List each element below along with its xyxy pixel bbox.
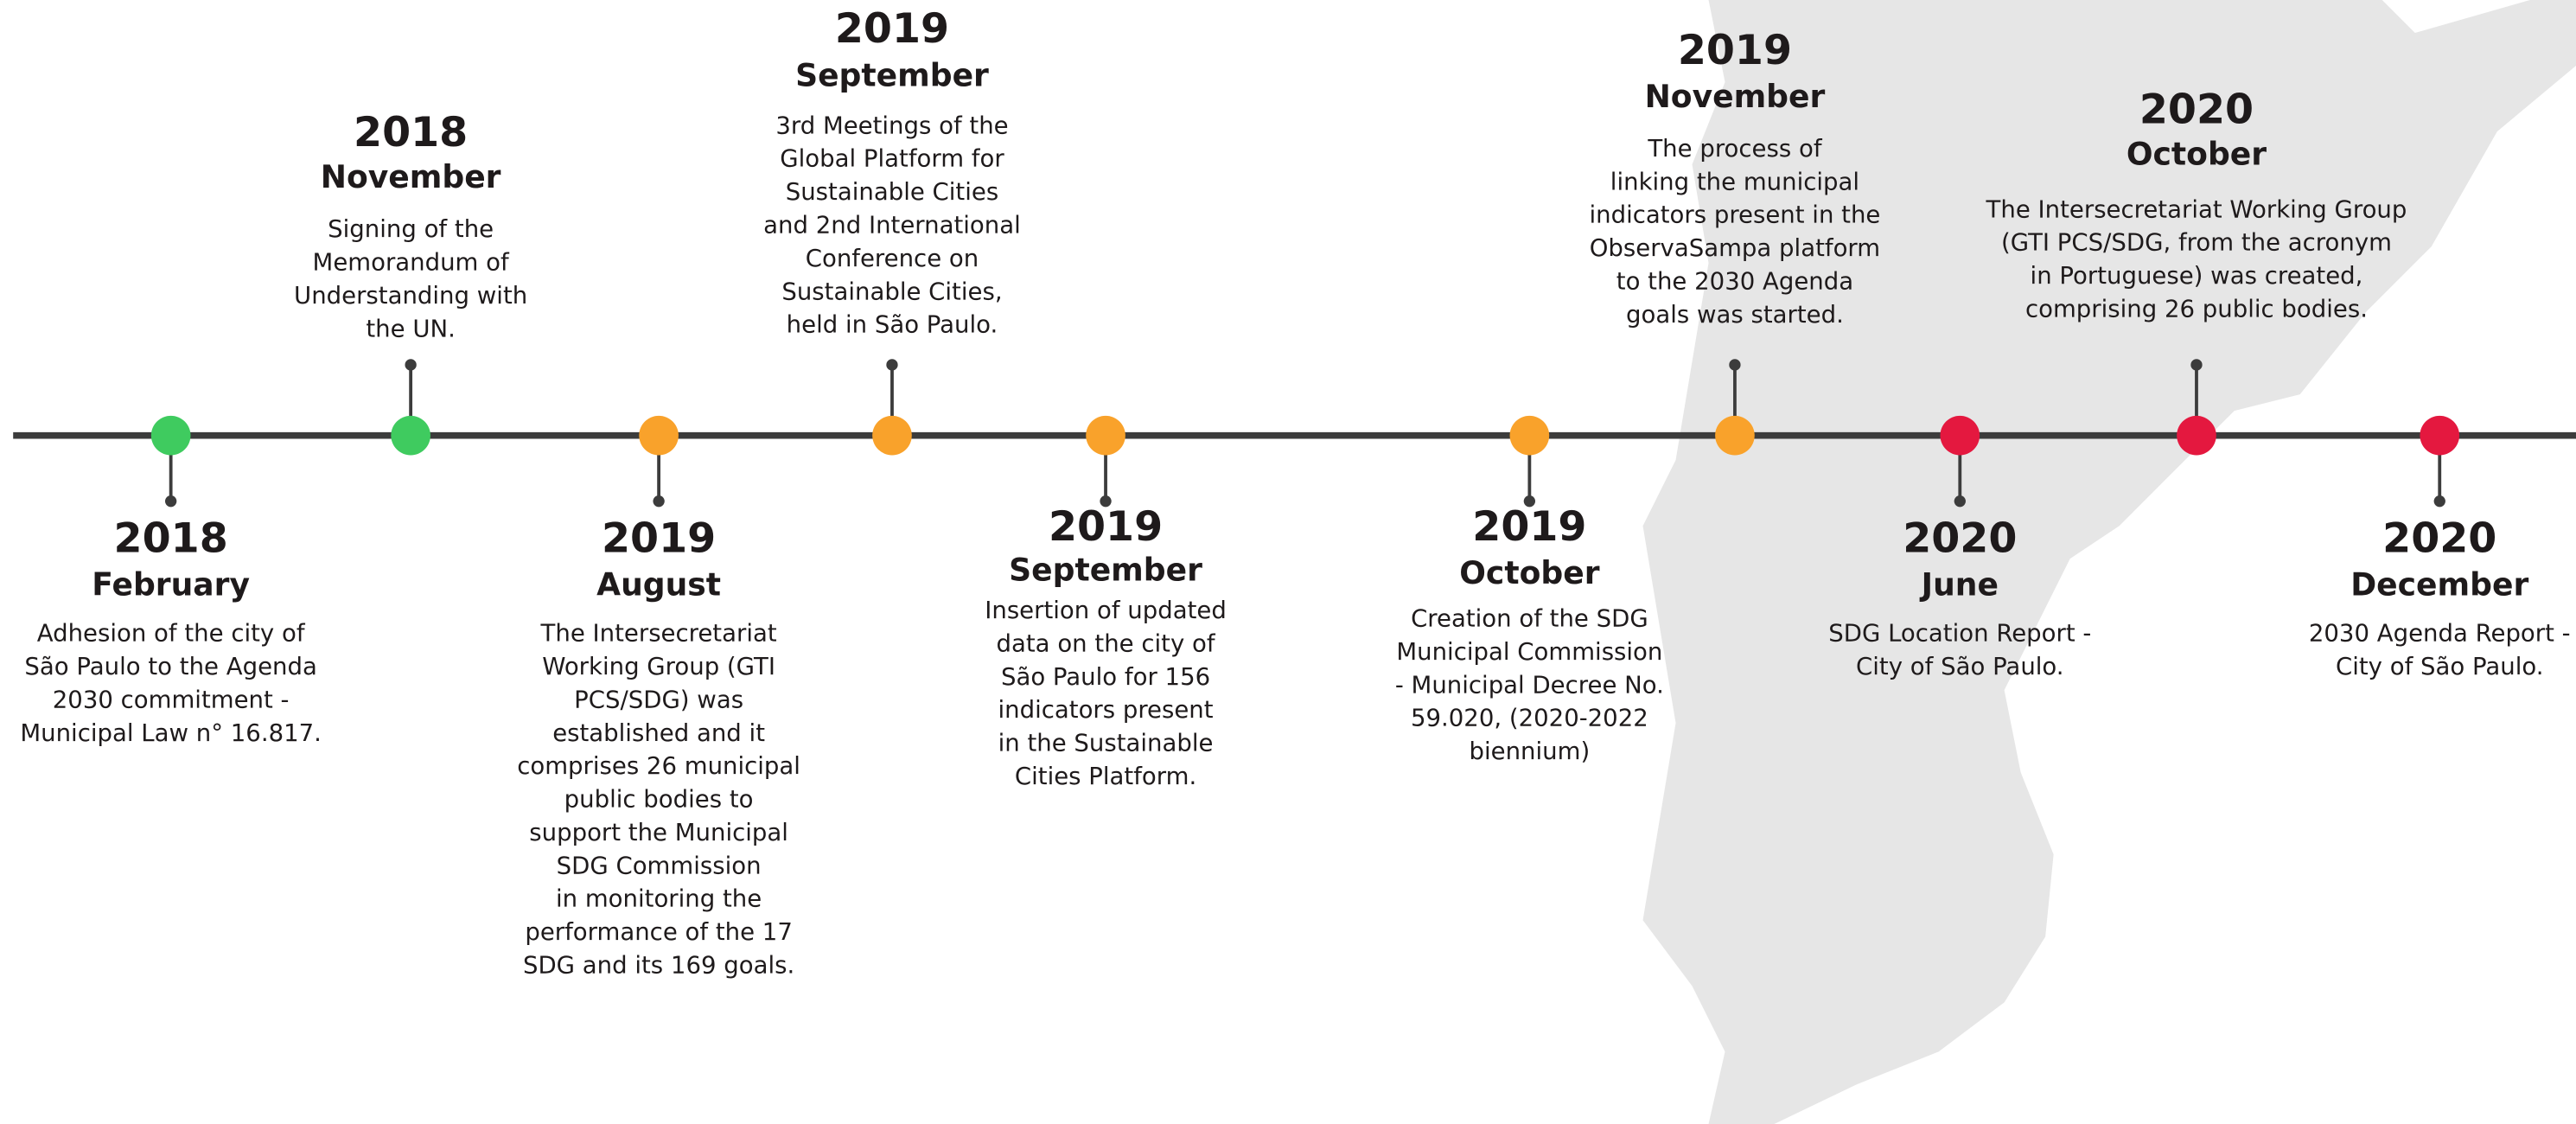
event-text: SDG and its 169 goals.	[523, 952, 794, 980]
event-dot	[1940, 415, 1980, 456]
event-year: 2019	[1049, 503, 1163, 551]
event-dot	[1086, 415, 1125, 456]
stem-end	[165, 495, 177, 508]
event-text: goals was started.	[1626, 301, 1844, 329]
event-text: SDG Commission	[557, 852, 762, 879]
event-text: indicators present	[998, 696, 1213, 724]
map-silhouette	[1642, 0, 2576, 1124]
stem-end	[2190, 359, 2203, 371]
event-text: Sustainable Cities	[786, 178, 998, 206]
event-dot	[391, 415, 430, 456]
event-text: biennium)	[1470, 738, 1591, 765]
event-text: support the Municipal	[529, 819, 788, 846]
event-text: Municipal Law n° 16.817.	[20, 719, 322, 747]
event-text: indicators present in the	[1589, 201, 1880, 229]
event-month: February	[92, 566, 250, 604]
event-year: 2020	[2139, 86, 2254, 133]
event-month: November	[321, 158, 501, 195]
event-text: City of São Paulo.	[2336, 653, 2544, 680]
event-month: September	[795, 56, 989, 93]
event-dot	[2177, 415, 2216, 456]
event-text: ObservaSampa platform	[1590, 234, 1880, 262]
event-text: PCS/SDG) was	[574, 686, 743, 713]
event-text: performance of the 17	[525, 918, 792, 946]
event-text: São Paulo for 156	[1001, 663, 1210, 691]
event-text: Understanding with	[294, 282, 527, 310]
event-dot	[2420, 415, 2460, 456]
event-text: The Intersecretariat Working Group	[1986, 195, 2407, 223]
event-month: December	[2350, 566, 2528, 604]
event-text: 3rd Meetings of the	[775, 112, 1008, 139]
event-text: (GTI PCS/SDG, from the acronym	[2001, 229, 2392, 257]
event-month: September	[1009, 551, 1202, 588]
event-year: 2019	[1678, 27, 1792, 74]
event-text: to the 2030 Agenda	[1616, 268, 1853, 296]
event-text: The Intersecretariat	[540, 620, 777, 648]
event-text: Adhesion of the city of	[37, 620, 306, 648]
event-year: 2019	[602, 514, 716, 562]
event-year: 2019	[1472, 503, 1586, 551]
stem-end	[2433, 495, 2445, 508]
event-text: Creation of the SDG	[1411, 605, 1648, 633]
event-year: 2018	[114, 514, 228, 562]
stem-end	[1523, 495, 1536, 508]
event-month: November	[1645, 78, 1826, 115]
stem-end	[653, 495, 665, 508]
event-year: 2020	[1903, 514, 2017, 562]
event-dot	[1715, 415, 1755, 456]
event-text: public bodies to	[564, 786, 754, 814]
event-dot	[639, 415, 679, 456]
event-month: June	[1919, 566, 1999, 604]
event-month: October	[2126, 136, 2267, 173]
event-text: Working Group (GTI	[542, 653, 775, 680]
event-text: in monitoring the	[556, 885, 762, 913]
event-text: established and it	[552, 719, 765, 747]
event-text: São Paulo to the Agenda	[24, 653, 316, 680]
event-text: Memorandum of	[313, 248, 510, 276]
event-dot	[1509, 415, 1550, 456]
event-text: Sustainable Cities,	[781, 278, 1002, 305]
stem-end	[1729, 359, 1741, 371]
event-text: 2030 commitment -	[53, 686, 290, 713]
event-text: City of São Paulo.	[1856, 653, 2064, 680]
stem-end	[1954, 495, 1966, 508]
stem-end	[405, 359, 417, 371]
event-text: SDG Location Report -	[1828, 620, 2091, 648]
event-text: Global Platform for	[780, 145, 1004, 173]
event-dot	[872, 415, 912, 456]
event-text: 59.020, (2020-2022	[1411, 705, 1648, 732]
event-year: 2018	[354, 109, 468, 156]
event-text: Cities Platform.	[1015, 763, 1196, 790]
event-year: 2019	[835, 5, 949, 53]
event-text: Insertion of updated	[985, 597, 1227, 624]
event-text: Municipal Commission	[1396, 638, 1662, 666]
event-text: linking the municipal	[1610, 168, 1859, 195]
event-text: in the Sustainable	[998, 730, 1214, 757]
stem-end	[886, 359, 898, 371]
event-dot	[150, 415, 191, 456]
event-text: The process of	[1647, 135, 1822, 163]
event-month: August	[596, 566, 721, 604]
event-text: held in São Paulo.	[787, 311, 998, 339]
event-text: data on the city of	[997, 629, 1216, 657]
event-text: - Municipal Decree No.	[1395, 671, 1664, 699]
event-month: October	[1459, 554, 1599, 591]
event-text: comprising 26 public bodies.	[2025, 295, 2368, 323]
event-text: 2030 Agenda Report -	[2309, 620, 2571, 648]
event-year: 2020	[2382, 514, 2496, 562]
event-text: in Portuguese) was created,	[2031, 262, 2363, 290]
event-text: Signing of the	[328, 215, 494, 243]
event-text: and 2nd International	[763, 212, 1021, 239]
event-text: the UN.	[366, 315, 456, 342]
stem-end	[1100, 495, 1112, 508]
event-text: Conference on	[806, 245, 979, 272]
event-text: comprises 26 municipal	[517, 752, 800, 780]
